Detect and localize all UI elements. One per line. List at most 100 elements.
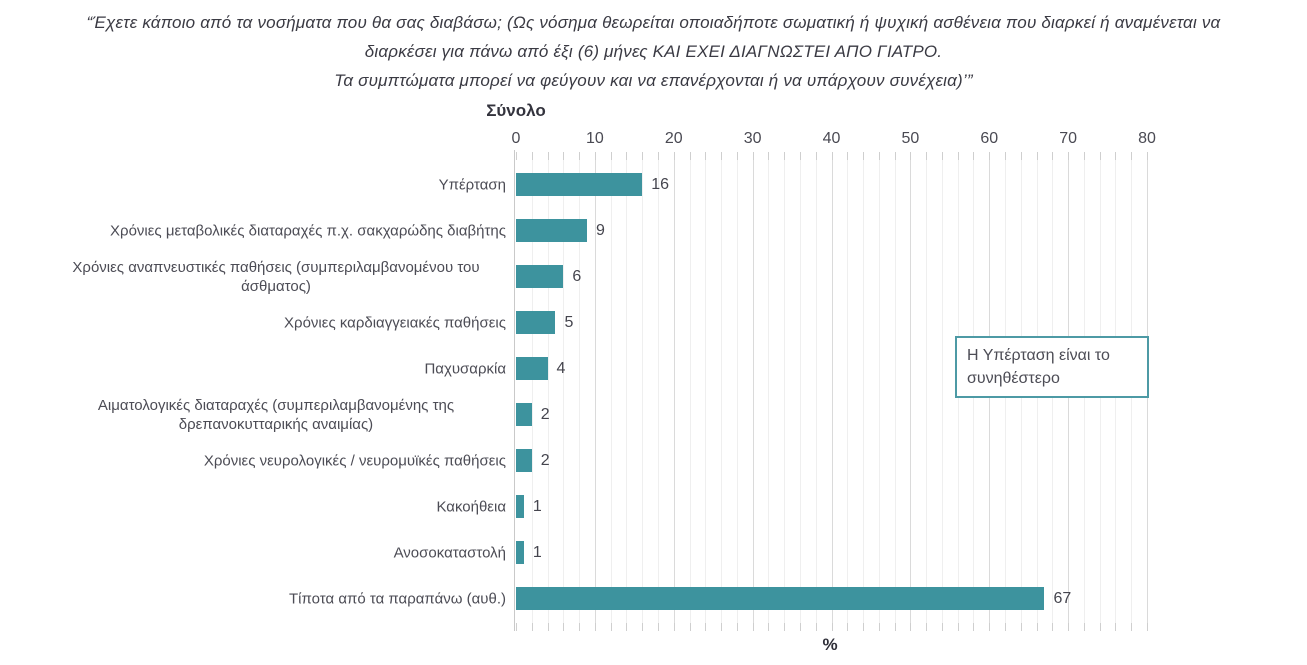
axis-tick [736,623,738,631]
axis-tick [531,152,533,160]
gridline [721,152,723,623]
axis-tick [547,623,549,631]
axis-tick [784,623,786,631]
axis-tick [673,623,675,631]
axis-tick [973,623,975,631]
gridline [689,152,691,623]
category-label: Υπέρταση [438,176,506,193]
bar-row: 1 [516,541,542,564]
axis-tick [957,623,959,631]
category-label: Χρόνιες μεταβολικές διαταραχές π.χ. σακχ… [110,222,506,239]
title-line-2: διαρκέσει για πάνω από έξι (6) μήνες ΚΑΙ… [364,42,943,61]
category-label: Χρόνιες καρδιαγγειακές παθήσεις [284,314,506,331]
gridline [910,152,912,623]
x-tick-label: 80 [1138,130,1156,147]
axis-tick [594,623,596,631]
gridline [705,152,707,623]
title-line-3: Τα συμπτώματα μπορεί να φεύγουν και να ε… [334,71,973,90]
axis-tick [626,152,628,160]
axis-tick [910,152,912,160]
axis-tick [941,152,943,160]
axis-tick [1083,152,1085,160]
x-tick-label: 30 [743,130,762,147]
bar-value-label: 2 [540,451,550,469]
x-tick-label: 40 [822,130,841,147]
axis-tick [957,152,959,160]
category-label: Αιματολογικές διαταραχές (συμπεριλαμβανο… [97,396,455,433]
bar [516,219,587,242]
axis-tick [847,623,849,631]
gridline [579,152,581,623]
category-label: Τίποτα από τα παραπάνω (αυθ.) [289,590,506,607]
axis-tick [847,152,849,160]
axis-tick [926,623,928,631]
x-tick-label: 0 [511,130,521,147]
axis-tick [579,152,581,160]
axis-tick [705,623,707,631]
bar [516,449,532,472]
axis-tick [642,152,644,160]
axis-tick [989,152,991,160]
bar-row: 2 [516,403,550,426]
bar-value-label: 1 [532,497,542,515]
gridline [626,152,628,623]
axis-tick [941,623,943,631]
axis-tick [863,152,865,160]
gridline [799,152,801,623]
bar [516,265,564,288]
bar-row: 2 [516,449,550,472]
category-label: Χρόνιες αναπνευστικές παθήσεις (συμπεριλ… [72,258,480,295]
category-label-column: Υπέρταση Χρόνιες μεταβολικές διαταραχές π… [0,152,506,623]
callout-box: Η Υπέρταση είναι το συνηθέστερο [955,336,1149,398]
axis-tick [1147,152,1148,160]
axis-tick [516,152,517,160]
axis-tick [689,623,691,631]
axis-tick [516,623,517,631]
bar-row: 67 [516,587,1071,610]
axis-tick [878,152,880,160]
axis-tick [768,623,770,631]
axis-tick [1052,152,1054,160]
bar-value-label: 4 [556,359,566,377]
axis-tick [784,152,786,160]
axis-tick [752,152,754,160]
axis-tick [1052,623,1054,631]
axis-tick [1020,623,1022,631]
axis-tick [1099,623,1101,631]
x-tick-label: 20 [664,130,683,147]
x-axis-unit-label: % [822,635,838,654]
gridline [941,152,943,623]
bar-row: 6 [516,265,581,288]
bar-row: 4 [516,357,565,380]
axis-tick [973,152,975,160]
axis-tick [1131,152,1133,160]
axis-tick [1131,623,1133,631]
axis-tick [705,152,707,160]
axis-tick [1083,623,1085,631]
gridline [815,152,817,623]
gridline [784,152,786,623]
gridline [752,152,754,623]
axis-tick [721,152,723,160]
axis-tick [689,152,691,160]
axis-tick [989,623,991,631]
x-axis-tick-labels: 0 10 20 30 40 50 60 70 80 [512,130,1156,150]
bar [516,357,548,380]
bar [516,403,532,426]
x-tick-label: 70 [1059,130,1078,147]
x-tick-label: 50 [901,130,920,147]
axis-tick [831,623,833,631]
category-label: Κακοήθεια [436,498,506,515]
axis-tick [878,623,880,631]
axis-tick [926,152,928,160]
category-label: Χρόνιες νευρολογικές / νευρομυϊκές παθήσ… [203,452,506,469]
gridline [547,152,549,623]
axis-tick [626,623,628,631]
bar [516,541,524,564]
x-tick-label: 60 [980,130,999,147]
bar-row: 9 [516,219,605,242]
bar-row: 5 [516,311,573,334]
axis-tick [1036,152,1038,160]
axis-tick [815,152,817,160]
axis-tick [1005,623,1007,631]
